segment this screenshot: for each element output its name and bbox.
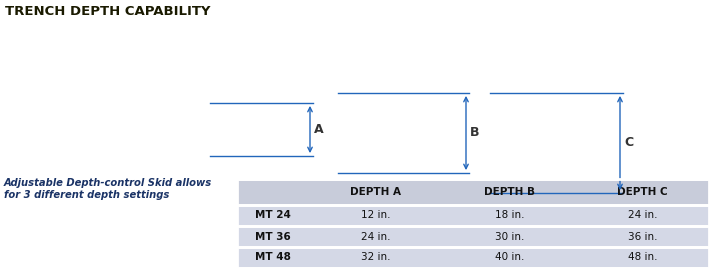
Text: 24 in.: 24 in. [361,232,391,242]
Text: Adjustable Depth-control Skid allows: Adjustable Depth-control Skid allows [4,178,213,188]
Text: MT 24: MT 24 [255,210,291,220]
Text: 32 in.: 32 in. [361,252,391,262]
Text: 40 in.: 40 in. [495,252,524,262]
Text: A: A [314,123,324,136]
Text: for 3 different depth settings: for 3 different depth settings [4,190,169,200]
FancyBboxPatch shape [237,179,709,205]
FancyBboxPatch shape [237,205,709,226]
Text: TRENCH DEPTH CAPABILITY: TRENCH DEPTH CAPABILITY [5,5,210,18]
Text: MT 36: MT 36 [255,232,291,242]
Text: B: B [470,126,480,140]
FancyBboxPatch shape [237,247,709,268]
Text: 24 in.: 24 in. [628,210,657,220]
Text: 18 in.: 18 in. [495,210,524,220]
Text: C: C [624,136,633,150]
Text: DEPTH A: DEPTH A [350,187,401,197]
Text: DEPTH B: DEPTH B [484,187,535,197]
Text: 30 in.: 30 in. [495,232,524,242]
Text: 48 in.: 48 in. [628,252,657,262]
Text: MT 48: MT 48 [255,252,291,262]
Text: 12 in.: 12 in. [361,210,391,220]
Text: 36 in.: 36 in. [628,232,657,242]
Text: DEPTH C: DEPTH C [617,187,668,197]
FancyBboxPatch shape [237,226,709,247]
